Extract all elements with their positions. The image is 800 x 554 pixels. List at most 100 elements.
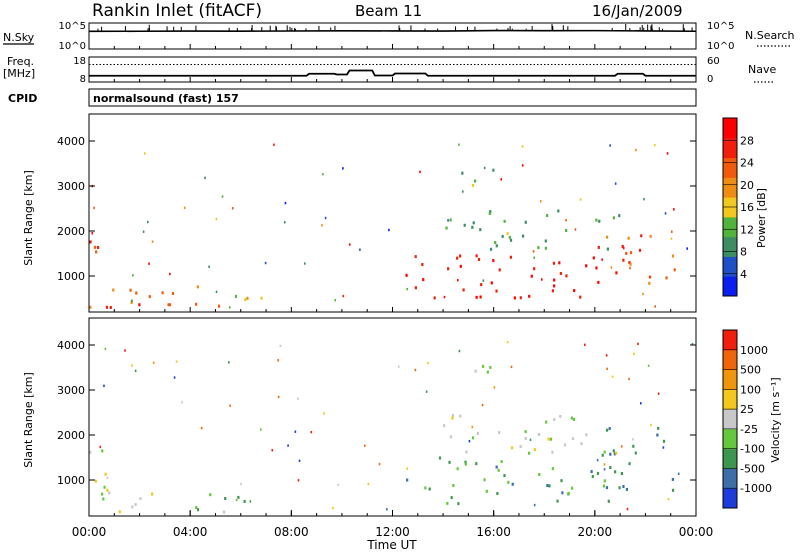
velocity-cell xyxy=(428,487,431,491)
power-y-ticks: 1000 2000 3000 4000 xyxy=(57,135,696,283)
velocity-cell xyxy=(607,499,610,503)
power-cell xyxy=(506,232,509,236)
power-cell xyxy=(565,228,568,232)
velocity-cell xyxy=(493,386,496,389)
power-cell xyxy=(447,267,450,271)
power-cell xyxy=(635,148,637,152)
power-cell xyxy=(622,258,625,262)
power-cell xyxy=(640,234,643,238)
power-cell xyxy=(574,228,577,231)
velocity-cell xyxy=(175,360,178,363)
power-cell xyxy=(260,296,263,300)
velocity-cell xyxy=(510,446,514,450)
power-cell xyxy=(533,256,535,259)
velocity-cell xyxy=(485,489,488,493)
colorbar-swatch xyxy=(723,409,737,430)
velocity-cell xyxy=(222,510,226,514)
power-cell xyxy=(406,287,409,291)
power-cell xyxy=(414,255,417,259)
power-cell xyxy=(625,251,628,255)
velocity-cell xyxy=(590,470,593,474)
power-cell xyxy=(475,254,478,258)
colorbar-tick-label: 100 xyxy=(740,383,761,396)
power-cell xyxy=(204,176,206,180)
velocity-cell xyxy=(406,478,409,482)
power-cell xyxy=(494,240,497,244)
power-cell xyxy=(654,305,656,308)
power-cell xyxy=(422,278,425,282)
velocity-cell xyxy=(471,436,475,440)
y-tick-label: 2000 xyxy=(57,429,85,442)
colorbar-swatch xyxy=(723,428,737,450)
velocity-cell xyxy=(662,446,665,449)
velocity-cell xyxy=(677,472,680,476)
velocity-cell xyxy=(298,459,301,462)
power-frame xyxy=(88,113,697,313)
velocity-cell xyxy=(337,483,340,486)
velocity-cell xyxy=(671,488,675,492)
power-cell xyxy=(183,206,186,210)
power-cell xyxy=(629,251,633,255)
power-cell xyxy=(610,266,613,269)
power-cell xyxy=(592,256,595,260)
power-cell xyxy=(322,172,324,176)
velocity-cell xyxy=(596,471,600,475)
velocity-cell xyxy=(625,487,629,491)
power-cell xyxy=(303,262,306,265)
power-cell xyxy=(475,295,478,299)
velocity-panel: Slant Range [km] 1000 2000 3000 4000 1000 50… xyxy=(22,317,782,517)
power-cell xyxy=(664,212,667,215)
velocity-cell xyxy=(667,497,670,501)
power-cell xyxy=(148,262,150,265)
power-cell xyxy=(533,267,536,271)
power-cell xyxy=(539,200,542,203)
velocity-cell xyxy=(173,376,176,379)
velocity-cell xyxy=(131,364,133,367)
power-cell xyxy=(246,296,249,300)
velocity-cell xyxy=(279,344,282,348)
power-cell xyxy=(96,246,100,250)
velocity-cell xyxy=(483,478,486,482)
velocity-cell xyxy=(510,365,513,369)
velocity-cell xyxy=(640,402,642,405)
velocity-cell xyxy=(691,342,694,346)
colorbar-tick-label: 12 xyxy=(740,223,754,236)
colorbar-swatch xyxy=(723,276,737,297)
velocity-cell xyxy=(229,404,231,407)
power-cell xyxy=(148,295,151,299)
colorbar-tick-label: 28 xyxy=(740,134,754,147)
velocity-cell xyxy=(511,482,514,486)
velocity-cell xyxy=(414,368,417,372)
y-tick-label: 1000 xyxy=(57,270,85,283)
power-cell xyxy=(648,281,651,285)
velocity-cell xyxy=(476,432,479,436)
power-cell xyxy=(490,281,493,285)
power-cell xyxy=(673,268,676,272)
power-cell xyxy=(540,278,543,281)
velocity-cell xyxy=(671,477,674,481)
power-cell xyxy=(498,268,501,272)
power-cell xyxy=(342,167,344,170)
power-cell xyxy=(215,217,218,221)
power-cell xyxy=(553,284,556,288)
velocity-cell xyxy=(124,349,126,352)
colorbar-swatch xyxy=(723,157,737,178)
velocity-cell xyxy=(585,433,588,437)
velocity-cell xyxy=(546,484,549,488)
velocity-cell xyxy=(294,430,297,433)
velocity-cell xyxy=(498,431,501,435)
power-cell xyxy=(421,263,424,267)
power-cell xyxy=(284,201,287,205)
velocity-cell xyxy=(118,510,121,514)
y-tick-label: 4000 xyxy=(57,135,85,148)
velocity-cell xyxy=(609,452,612,456)
power-cell xyxy=(456,278,459,282)
y-tick-label: 3000 xyxy=(57,180,85,193)
colorbar-swatch xyxy=(723,118,737,139)
colorbar-swatch xyxy=(723,216,737,238)
velocity-cell xyxy=(496,492,499,496)
power-cell xyxy=(629,262,632,266)
power-cell xyxy=(615,271,618,275)
power-cell xyxy=(195,302,198,306)
